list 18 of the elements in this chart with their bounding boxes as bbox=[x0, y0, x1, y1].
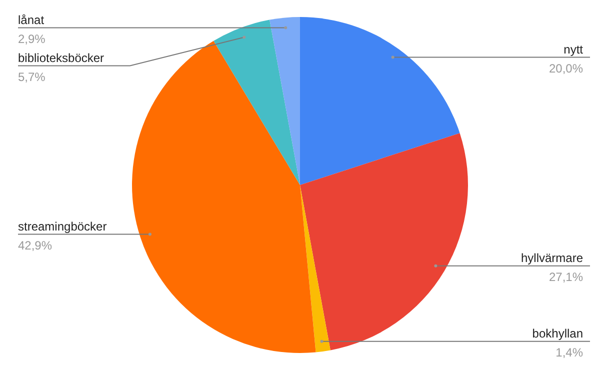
pie-slice bbox=[132, 40, 316, 353]
pie-slice bbox=[270, 17, 300, 185]
slice-label: bokhyllan bbox=[532, 326, 583, 340]
slice-label: lånat bbox=[18, 12, 45, 27]
pie-slice bbox=[300, 185, 330, 352]
pie-slice bbox=[300, 17, 460, 185]
data-label: 27,1% bbox=[548, 270, 584, 284]
slice-label: nytt bbox=[564, 42, 584, 56]
pie-slice bbox=[300, 133, 468, 350]
data-label: 2,9% bbox=[18, 32, 46, 46]
slice-label: hyllvärmare bbox=[520, 250, 584, 265]
slice-label: streamingböcker bbox=[18, 219, 107, 234]
slice-label: biblioteksböcker bbox=[18, 50, 104, 65]
pie-slice bbox=[214, 20, 300, 185]
data-label: 1,4% bbox=[556, 345, 584, 360]
data-label: 42,9% bbox=[18, 238, 52, 252]
data-label: 5,7% bbox=[18, 70, 46, 84]
data-label: 20,0% bbox=[548, 61, 584, 76]
